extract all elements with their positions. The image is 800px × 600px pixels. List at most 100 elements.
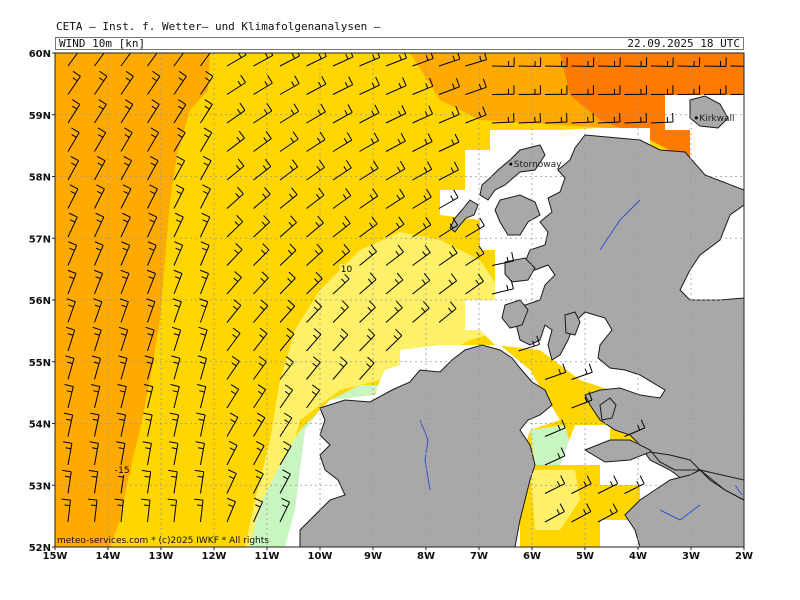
field-label: WIND 10m [kn] [59, 37, 146, 50]
wind-barb [306, 187, 325, 209]
wind-barb [147, 53, 158, 67]
wind-barb [438, 53, 461, 67]
wind-barb [88, 469, 99, 494]
wind-barb [279, 497, 291, 523]
wind-barb [306, 53, 327, 67]
wind-barb [465, 245, 485, 266]
wind-barb [412, 189, 432, 209]
wind-barb [385, 160, 406, 181]
land-isle-of-man [599, 397, 617, 421]
river-lines [419, 199, 743, 521]
wind-barb [438, 133, 460, 152]
wind-barb [385, 132, 406, 152]
lon-tick-label: 13W [149, 551, 174, 562]
wind-barb [117, 383, 127, 409]
credit-text: meteo-services.com * (c)2025 IWKF * All … [57, 536, 269, 546]
wind-barb [306, 328, 322, 352]
lat-tick-label: 59N [29, 111, 51, 122]
wind-barb [279, 131, 299, 152]
wind-barb [518, 57, 542, 67]
wind-barb [199, 298, 209, 323]
city-marker-kirkwall [694, 116, 698, 120]
wind-barb [359, 216, 378, 238]
contour-label-10: 10 [341, 265, 353, 275]
wind-barb [253, 159, 272, 181]
wind-barb [143, 383, 154, 409]
land-arran [564, 311, 581, 336]
wind-barb [306, 243, 324, 266]
wind-barb [200, 155, 212, 181]
lon-tick-label: 6W [523, 551, 541, 562]
wind-barb [518, 335, 540, 352]
lat-tick-label: 52N [29, 543, 51, 554]
wind-barb [279, 53, 300, 67]
wind-field-calm-west [250, 385, 380, 547]
wind-barb [169, 412, 180, 437]
wind-barb [226, 327, 241, 352]
wind-barb [438, 245, 458, 266]
wind-barb [544, 475, 566, 494]
wind-barb [438, 273, 458, 295]
wind-barb [438, 105, 460, 124]
valid-datetime: 22.09.2025 18 UTC [627, 37, 740, 50]
wind-barb [332, 104, 353, 124]
wind-barb [544, 363, 567, 380]
wind-barb [226, 242, 243, 266]
wind-barb [253, 187, 271, 209]
wind-barb [279, 103, 300, 124]
wind-barb [146, 298, 156, 323]
wind-barb [279, 187, 298, 209]
wind-barb [173, 70, 187, 95]
wind-barb [120, 212, 131, 238]
wind-barb [253, 53, 274, 67]
wind-barb [65, 355, 75, 380]
wind-barb [67, 241, 78, 266]
lon-tick-label: 12W [202, 551, 227, 562]
wind-barb [120, 53, 132, 67]
wind-barb [144, 355, 154, 380]
wind-barb [94, 127, 107, 152]
wind-barb [253, 412, 266, 437]
wind-barb [94, 70, 108, 95]
wind-barb [200, 241, 210, 266]
wind-barb [359, 188, 379, 209]
wind-barb [67, 269, 77, 295]
wind-barb [120, 70, 134, 95]
wind-barb [438, 78, 461, 95]
wind-barb [173, 241, 184, 266]
wind-barb [359, 328, 376, 352]
wind-barb [279, 159, 299, 181]
wind-barb [94, 241, 104, 266]
wind-barb [200, 127, 213, 152]
wind-barb [94, 155, 106, 181]
wind-barb [279, 441, 292, 466]
wind-barb [67, 127, 80, 152]
wind-barb [385, 77, 407, 95]
wind-barb [332, 132, 353, 152]
wind-barb [90, 412, 100, 437]
wind-barb [306, 299, 322, 323]
wind-barb [94, 99, 107, 124]
wind-barb [66, 298, 76, 323]
wind-barb [518, 113, 541, 124]
wind-barb [544, 447, 566, 466]
lat-tick-label: 57N [29, 234, 51, 245]
wind-barb [147, 70, 161, 95]
wind-barb [544, 113, 568, 124]
wind-barb [359, 76, 380, 95]
wind-barb [173, 99, 187, 124]
wind-barb [306, 271, 323, 295]
wind-barb [544, 419, 566, 437]
wind-barb [194, 498, 204, 523]
city-label-kirkwall: Kirkwall [699, 114, 734, 124]
wind-barb [677, 85, 700, 95]
wind-barb [306, 384, 320, 409]
wind-barb [544, 85, 568, 95]
wind-barb [63, 412, 74, 437]
land-mull [504, 257, 536, 283]
lon-tick-label: 4W [629, 551, 647, 562]
wind-barb [167, 498, 178, 523]
wind-barb [92, 326, 102, 352]
wind-barb [88, 498, 98, 523]
